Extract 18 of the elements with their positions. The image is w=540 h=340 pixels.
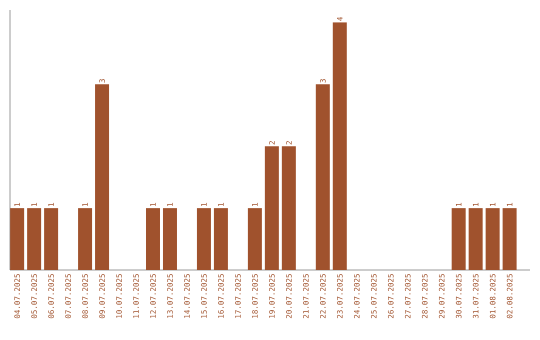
bar — [196, 208, 211, 270]
bar — [248, 208, 262, 270]
bar — [78, 208, 92, 270]
bar — [264, 146, 279, 270]
bar — [95, 84, 110, 270]
bar — [316, 84, 330, 270]
bar — [10, 208, 24, 270]
bar — [146, 208, 160, 270]
bar — [468, 208, 483, 270]
bar — [214, 208, 228, 270]
bar — [332, 22, 347, 270]
bar — [502, 208, 517, 270]
bar — [282, 146, 296, 270]
bar — [452, 208, 466, 270]
bar — [162, 208, 177, 270]
bar — [27, 208, 42, 270]
bar — [486, 208, 500, 270]
bar — [44, 208, 58, 270]
